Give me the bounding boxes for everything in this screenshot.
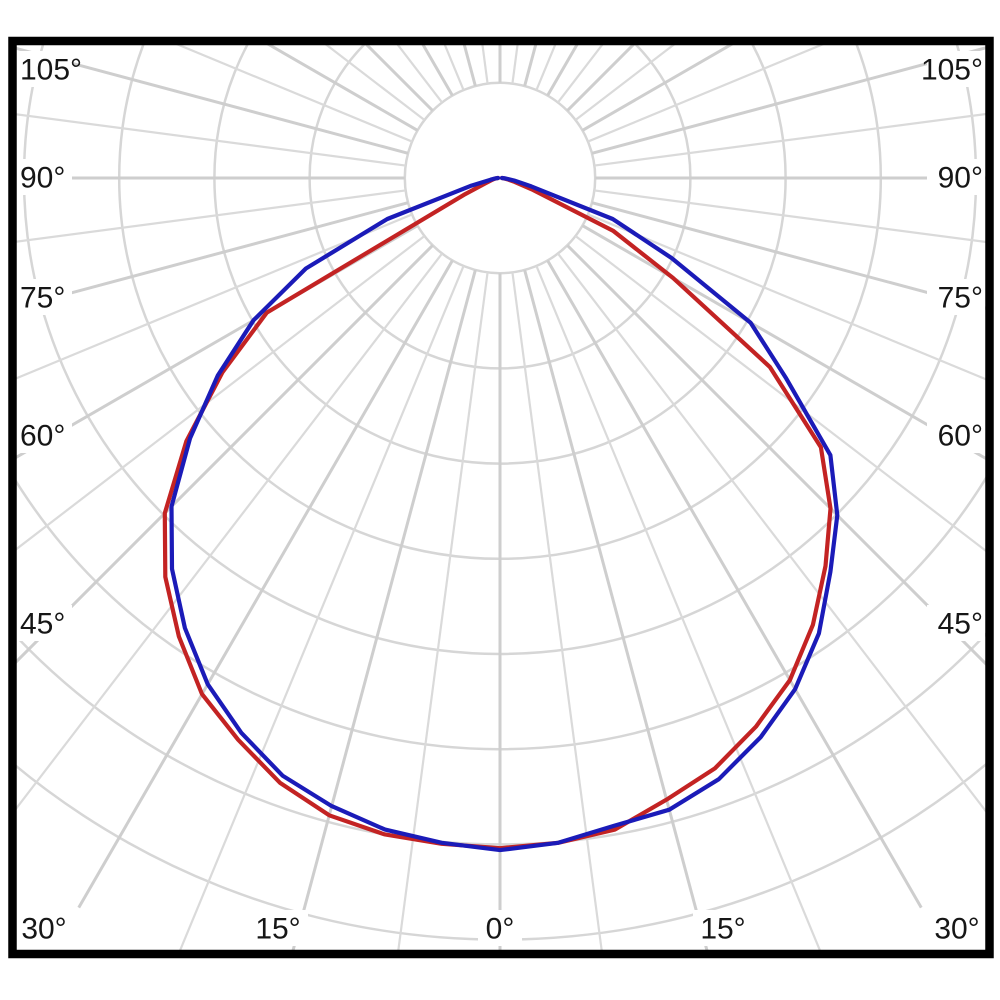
grid-spoke-minor [13,189,406,244]
grid-spoke-minor [397,272,489,950]
grid-spoke-minor [587,213,989,382]
angle-label-bottom-bg [14,910,74,946]
angle-label-right-bg [927,159,985,195]
angle-label-left-bg [16,279,72,315]
angle-label-left: 90° [20,162,65,195]
grid-spoke-minor [587,45,824,143]
angle-label-bottom-bg [693,910,753,946]
grid-spoke-minor [557,252,989,818]
angle-label-right-bg [927,417,985,453]
grid-spoke-major [266,45,419,132]
grid-spoke-minor [535,265,821,950]
angle-label-bottom-bg [248,910,308,946]
grid-spoke-major [291,269,477,950]
grid-spoke-minor [594,189,989,244]
angle-label-left: 45° [20,608,65,641]
angle-label-left-bg [16,159,72,195]
angle-label-bottom-bg [927,910,987,946]
angle-label-right: 90° [938,162,983,195]
angle-label-left: 75° [20,282,65,315]
angle-label-bottom: 30° [21,913,66,946]
grid-spoke-minor [179,265,465,950]
grid-spoke-major [523,269,709,950]
grid-spoke-major [546,259,923,909]
angle-label-bottom: 30° [934,913,979,946]
grid-spoke-minor [13,252,443,815]
angle-label-left-bg [16,605,72,641]
angle-label-right-bg [927,279,985,315]
angle-label-right-bg [927,605,985,641]
angle-label-right: 105° [921,54,983,87]
angle-label-bottom-bg [478,910,522,946]
blue-curve [169,175,840,853]
angle-labels: 105° 90° 75° 60° 45° 105° 90° 75° 60° 45° 30° 15° 0°… [14,51,987,946]
angle-label-right-bg [927,51,985,87]
angle-label-right: 60° [938,420,983,453]
grid-spoke-major [13,244,434,668]
angle-label-left: 60° [20,420,65,453]
angle-label-right: 45° [938,608,983,641]
grid-spoke-major [77,259,454,909]
grid-spoke-minor [176,45,413,143]
angle-label-left-bg [16,51,72,87]
angle-label-bottom: 15° [255,913,300,946]
grid-spoke-major [581,45,734,132]
grid-spoke-minor [594,112,989,167]
angle-label-left-bg [16,417,72,453]
grid-spoke-minor [13,213,413,381]
grid-spoke-minor [511,272,603,950]
grid-spoke-minor [574,235,989,555]
angle-label-right: 75° [938,282,983,315]
grid-spoke-minor [13,235,426,554]
angle-label-bottom: 15° [700,913,745,946]
chart-frame [8,36,994,959]
angle-label-bottom: 0° [486,913,515,946]
grid-spoke-minor [13,112,406,167]
angle-label-left: 105° [20,54,82,87]
grid-spoke-major [566,244,989,670]
grid-spoke-major [581,224,989,463]
